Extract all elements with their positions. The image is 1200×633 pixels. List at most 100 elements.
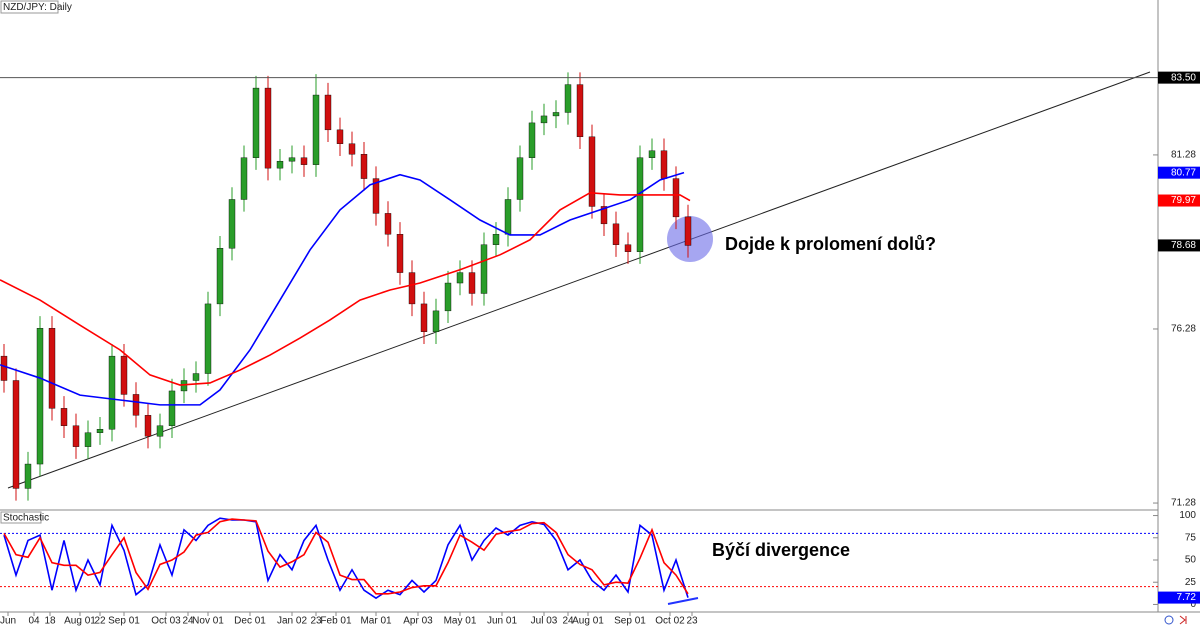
icon[interactable]	[1164, 615, 1174, 625]
series-line	[3, 517, 689, 600]
y-tick-label: 50	[1185, 555, 1197, 566]
candle-body	[408, 272, 416, 305]
candle-body	[492, 234, 500, 245]
candle-body	[0, 355, 8, 381]
trend-line	[7, 71, 1151, 489]
price-label: 78.68	[1171, 240, 1196, 251]
x-tick-label: Oct 03	[151, 616, 181, 627]
x-tick-label: Oct 02	[655, 616, 685, 627]
candle-body	[396, 234, 404, 273]
chart-title: NZD/JPY: Daily	[3, 2, 72, 13]
candle-body	[312, 94, 320, 165]
candle-body	[48, 328, 56, 409]
x-tick-label: Nov 01	[192, 616, 224, 627]
candle-body	[204, 303, 212, 374]
candle-body	[24, 463, 32, 489]
x-tick-label: 24	[562, 616, 574, 627]
candle-body	[108, 355, 116, 430]
x-tick-label: 23	[686, 616, 698, 627]
candle-body	[444, 282, 452, 312]
y-tick-label: 100	[1179, 510, 1196, 521]
annotation: Býčí divergence	[712, 540, 850, 560]
price-label-box	[1158, 71, 1200, 84]
indicator-title-box	[0, 511, 42, 524]
candle-body	[420, 303, 428, 332]
x-tick-label: Sep 01	[108, 616, 140, 627]
x-tick-label: Dec 01	[234, 616, 266, 627]
candle-body	[540, 115, 548, 124]
price-label-box	[1158, 194, 1200, 207]
x-tick-label: Feb 01	[320, 616, 352, 627]
x-tick-label: Jun 01	[487, 616, 517, 627]
candle-body	[432, 310, 440, 332]
candle-body	[360, 154, 368, 179]
x-tick-label: Aug 01	[64, 616, 96, 627]
candle-body	[216, 248, 224, 305]
candle-body	[228, 199, 236, 249]
icon[interactable]	[1179, 615, 1187, 625]
candle-body	[12, 380, 20, 489]
candle-body	[348, 143, 356, 155]
series-line	[0, 192, 691, 386]
x-tick-label: Jan 02	[277, 616, 307, 627]
y-tick-label: 75	[1185, 532, 1197, 543]
price-label: 83.50	[1171, 72, 1196, 83]
candle-body	[276, 160, 284, 169]
candle-body	[516, 157, 524, 200]
candle-body	[336, 129, 344, 144]
candle-body	[372, 178, 380, 214]
candle-body	[240, 157, 248, 200]
candle-body	[624, 244, 632, 252]
candle-body	[324, 94, 332, 131]
candle-body	[132, 394, 140, 416]
y-tick-label: 81.28	[1171, 150, 1196, 161]
candle-body	[612, 223, 620, 245]
candle-body	[180, 380, 188, 392]
price-label: 7.72	[1177, 592, 1197, 603]
candle-body	[564, 84, 572, 113]
candle-body	[156, 425, 164, 437]
candle-body	[60, 408, 68, 426]
x-tick-label: Jun	[0, 616, 16, 627]
candle-body	[252, 87, 260, 158]
candle-body	[552, 112, 560, 117]
candle-body	[144, 415, 152, 437]
candle-body	[384, 213, 392, 235]
x-tick-label: Aug 01	[572, 616, 604, 627]
candle-body	[168, 390, 176, 426]
candle-body	[36, 328, 44, 465]
price-label-box	[1158, 591, 1200, 604]
candle-body	[84, 432, 92, 447]
candle-body	[456, 272, 464, 284]
series-line	[0, 171, 685, 406]
candle-body	[96, 429, 104, 433]
candle-body	[648, 150, 656, 158]
y-tick-label: 0	[1190, 599, 1196, 610]
candle-body	[300, 157, 308, 165]
candle-body	[588, 136, 596, 207]
candle-body	[468, 272, 476, 294]
toolbar-icons[interactable]	[1164, 615, 1187, 625]
price-label-box	[1158, 239, 1200, 252]
x-tick-label: May 01	[444, 616, 477, 627]
candle-body	[576, 84, 584, 138]
x-tick-label: Apr 03	[403, 616, 433, 627]
x-tick-label: 04	[28, 616, 40, 627]
x-tick-label: Sep 01	[614, 616, 646, 627]
candle-body	[72, 425, 80, 447]
candle-body	[528, 122, 536, 158]
divergence-line	[667, 597, 699, 605]
y-tick-label: 71.28	[1171, 498, 1196, 509]
candle-body	[672, 178, 680, 218]
candle-body	[480, 244, 488, 294]
annotation: Dojde k prolomení dolů?	[725, 234, 936, 254]
x-tick-label: Jul 03	[531, 616, 558, 627]
candle-body	[504, 199, 512, 235]
candle-body	[264, 87, 272, 169]
x-tick-label: Mar 01	[360, 616, 392, 627]
candle-body	[660, 150, 668, 179]
x-tick-label: 24	[182, 616, 194, 627]
y-tick-label: 25	[1185, 577, 1197, 588]
